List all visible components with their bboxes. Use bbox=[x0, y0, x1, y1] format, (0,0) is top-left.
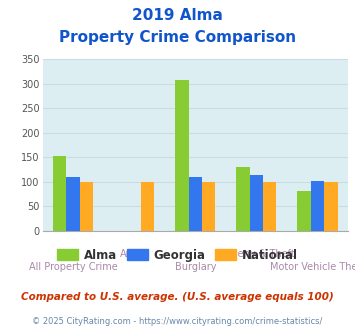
Text: Burglary: Burglary bbox=[175, 262, 216, 272]
Bar bbox=[297, 191, 311, 231]
Text: Arson: Arson bbox=[120, 249, 148, 259]
Bar bbox=[189, 177, 202, 231]
Text: Property Crime Comparison: Property Crime Comparison bbox=[59, 30, 296, 45]
Bar bbox=[324, 182, 338, 231]
Bar bbox=[250, 175, 263, 231]
Bar bbox=[263, 182, 277, 231]
Legend: Alma, Georgia, National: Alma, Georgia, National bbox=[52, 244, 303, 266]
Bar bbox=[80, 182, 93, 231]
Bar bbox=[141, 182, 154, 231]
Text: Larceny & Theft: Larceny & Theft bbox=[217, 249, 295, 259]
Bar bbox=[202, 182, 215, 231]
Bar bbox=[311, 181, 324, 231]
Bar bbox=[175, 80, 189, 231]
Text: 2019 Alma: 2019 Alma bbox=[132, 8, 223, 23]
Text: © 2025 CityRating.com - https://www.cityrating.com/crime-statistics/: © 2025 CityRating.com - https://www.city… bbox=[32, 317, 323, 326]
Bar bbox=[53, 156, 66, 231]
Text: All Property Crime: All Property Crime bbox=[29, 262, 118, 272]
Text: Compared to U.S. average. (U.S. average equals 100): Compared to U.S. average. (U.S. average … bbox=[21, 292, 334, 302]
Bar bbox=[66, 177, 80, 231]
Bar bbox=[236, 167, 250, 231]
Text: Motor Vehicle Theft: Motor Vehicle Theft bbox=[270, 262, 355, 272]
